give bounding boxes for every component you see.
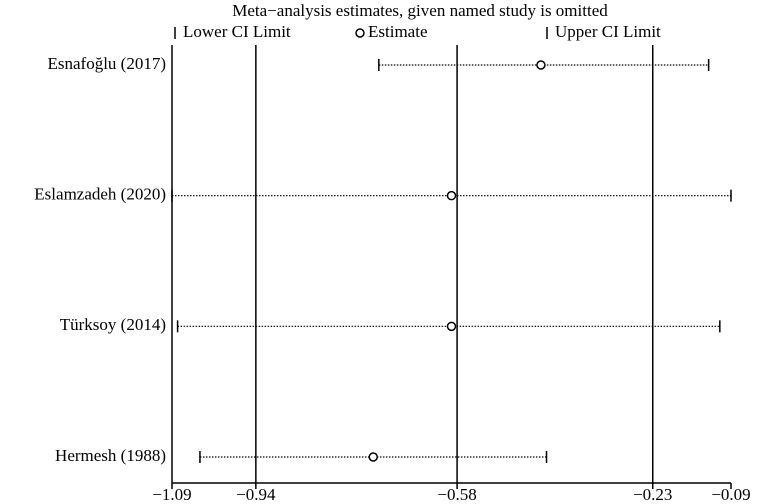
y-tick-label: Esnafoğlu (2017) <box>47 54 166 73</box>
estimate <box>446 321 457 332</box>
estimate <box>536 60 546 70</box>
x-tick-label: −0.94 <box>236 485 276 504</box>
legend-label: Estimate <box>368 22 427 41</box>
legend-label: Upper CI Limit <box>555 22 661 41</box>
legend-label: Lower CI Limit <box>183 22 291 41</box>
estimate <box>368 452 378 462</box>
x-tick-label: −1.09 <box>152 485 191 504</box>
x-tick-label: −0.09 <box>711 485 750 504</box>
y-tick-label: Eslamzadeh (2020) <box>34 185 166 204</box>
y-tick-label: Türksoy (2014) <box>60 315 166 334</box>
legend-title: Meta−analysis estimates, given named stu… <box>232 1 608 20</box>
legend-marker <box>355 28 365 38</box>
y-tick-label: Hermesh (1988) <box>55 446 166 465</box>
x-tick-label: −0.23 <box>633 485 672 504</box>
estimate <box>446 190 457 201</box>
x-tick-label: −0.58 <box>437 485 476 504</box>
